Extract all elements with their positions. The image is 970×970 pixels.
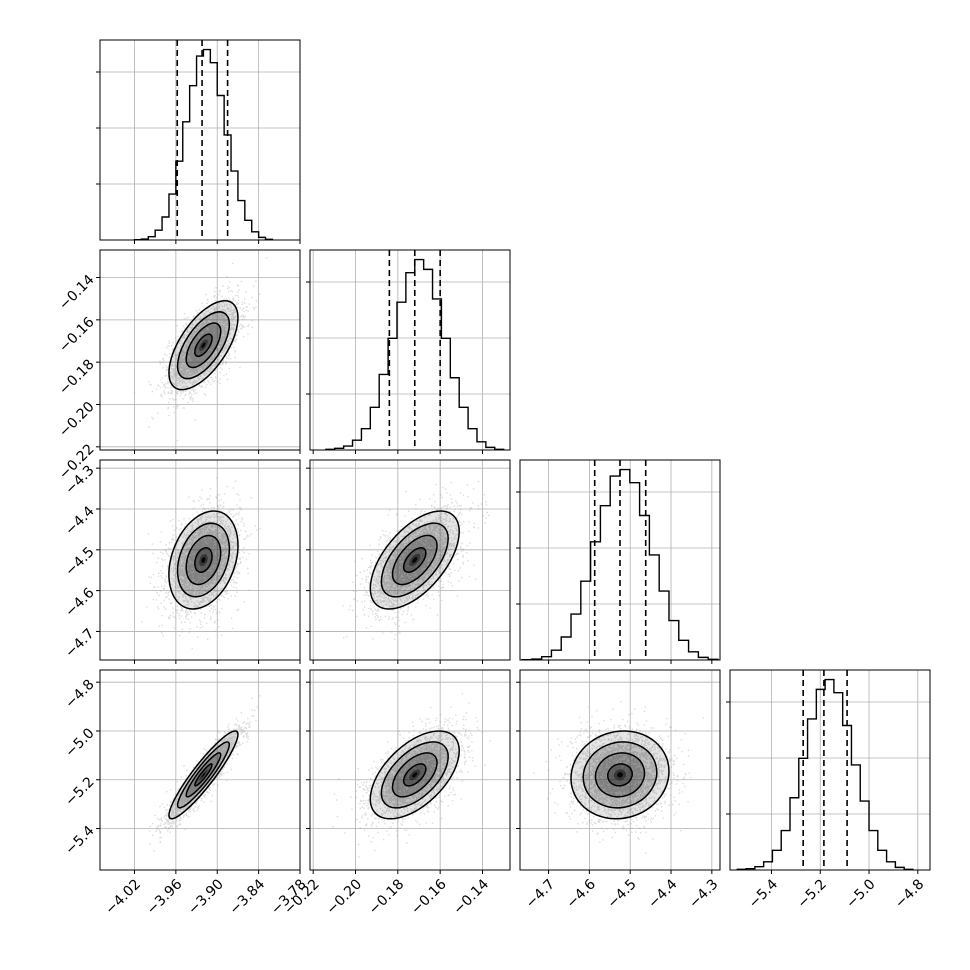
contour-2 [176,522,231,598]
histogram-step-3 [736,678,914,870]
contour-1 [391,752,438,798]
contour-0 [607,763,633,787]
contour-3 [369,730,460,820]
panel-frame-2-0 [99,459,301,661]
contour-0 [402,547,427,573]
histogram-panel-1 [310,250,510,450]
scatter-points [533,701,704,854]
contour-0 [402,763,427,787]
density-peak [617,772,623,778]
x-tick-label: −3.96 [144,876,186,918]
density-peak [201,557,206,563]
y-tick-label: −4.5 [62,544,97,579]
contour-3 [168,510,239,610]
panel-frame-3-1 [309,669,511,871]
x-tick-label: −3.90 [185,876,227,918]
x-tick-label: −5.2 [795,876,830,911]
histogram-panel-2 [520,460,720,660]
density-peak [201,342,206,348]
density-peak [412,557,418,563]
scatter-panel-1-0 [100,250,300,450]
density-peak [412,772,418,778]
x-tick-label: −4.7 [523,876,558,911]
histogram-step-0 [133,48,274,240]
panel-frame-1-0 [99,249,301,451]
y-tick-label: −5.4 [62,823,97,858]
contour-0 [194,547,213,573]
panel-frame-3-2 [519,669,721,871]
contour-2 [176,741,231,809]
contour-2 [582,741,658,809]
panel-frame-3-0 [99,669,301,871]
y-tick-label: −4.6 [62,585,97,620]
y-tick-label: −0.20 [56,399,98,441]
histogram-panel-0 [100,40,300,240]
x-tick-label: −4.4 [645,876,680,911]
x-tick-label: −4.5 [604,876,639,911]
panel-frame-0-0 [99,39,301,241]
x-tick-label: −4.6 [564,876,599,911]
scatter-panel-3-2 [520,670,720,870]
panel-frame-2-2 [519,459,721,661]
y-tick-label: −4.4 [62,503,97,538]
contour-1 [594,752,646,798]
y-tick-label: −5.0 [62,725,97,760]
contour-0 [194,333,213,358]
contour-1 [185,322,222,369]
contour-3 [168,730,239,820]
x-tick-label: −5.0 [843,876,878,911]
y-tick-label: −4.8 [62,677,97,712]
scatter-points [332,692,491,858]
contour-3 [168,300,239,391]
contour-3 [369,510,460,610]
x-tick-label: −4.8 [892,876,927,911]
histogram-step-1 [325,258,505,450]
x-tick-label: −0.18 [366,876,408,918]
panel-frame-1-1 [309,249,511,451]
contour-0 [194,763,213,787]
contour-1 [185,534,222,586]
scatter-points [133,257,268,442]
y-tick-label: −0.18 [56,357,98,399]
x-tick-label: −3.84 [227,876,269,918]
scatter-panel-3-0 [100,670,300,870]
density-peak [201,772,206,778]
scatter-points [141,477,262,650]
contour-2 [380,522,449,598]
contour-1 [391,534,438,586]
contour-1 [185,752,222,798]
contour-3 [570,730,670,820]
scatter-panel-2-1 [310,460,510,660]
contour-2 [176,311,231,380]
x-tick-label: −4.02 [102,876,144,918]
y-tick-label: −0.16 [56,314,98,356]
x-tick-label: −0.20 [323,876,365,918]
y-tick-label: −0.14 [56,272,98,314]
x-tick-label: −0.14 [450,876,492,918]
y-tick-label: −4.7 [62,626,97,661]
panel-frame-2-1 [309,459,511,661]
x-tick-label: −0.16 [408,876,450,918]
scatter-panel-2-0 [100,460,300,660]
scatter-panel-3-1 [310,670,510,870]
x-tick-label: −5.4 [746,876,781,911]
y-tick-label: −5.2 [62,774,97,809]
panel-frame-3-3 [729,669,931,871]
x-tick-label: −4.3 [686,876,721,911]
histogram-panel-3 [730,670,930,870]
contour-2 [380,741,449,809]
